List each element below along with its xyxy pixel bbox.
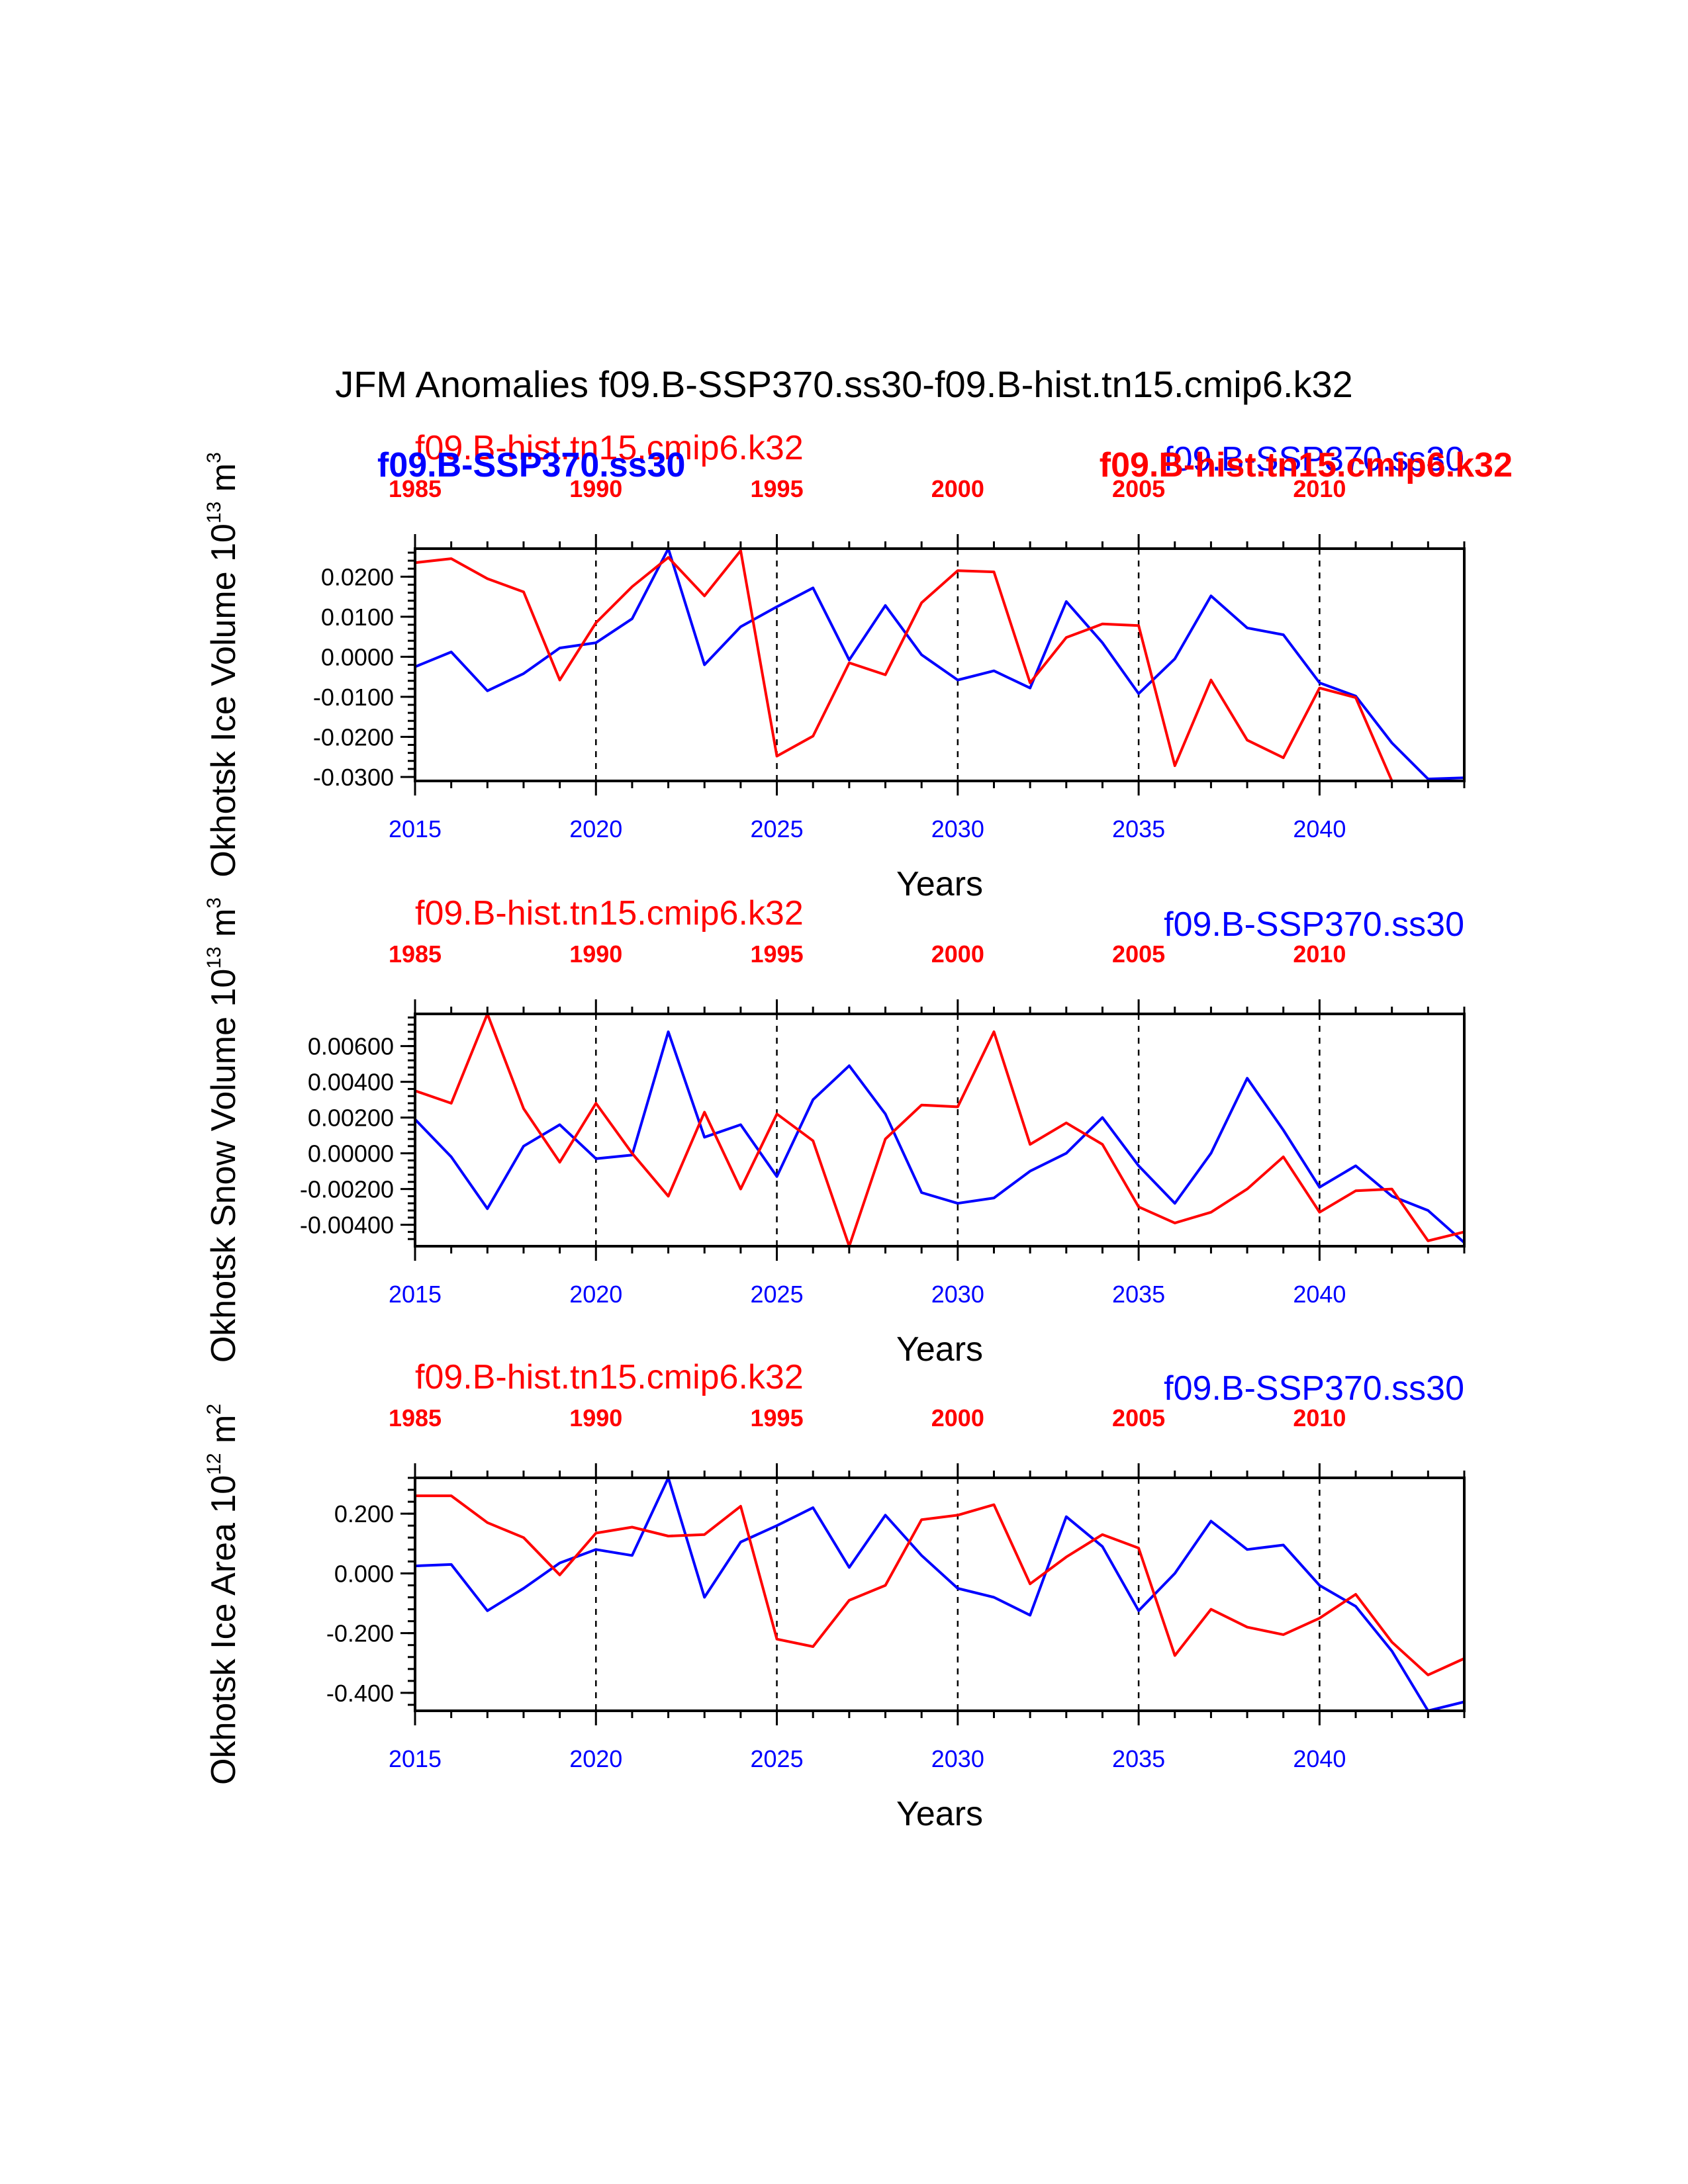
x-tick-label: 2015 — [389, 815, 442, 842]
plot-frame — [414, 1477, 1466, 1712]
y-tick-label: 0.00000 — [308, 1140, 394, 1167]
y-tick-label: 0.00600 — [308, 1033, 394, 1060]
legend-ssp-label-bold: f09.B-SSP370.ss30 — [377, 446, 685, 484]
y-tick-label: -0.200 — [326, 1620, 394, 1647]
y-tick-label: 0.000 — [334, 1560, 394, 1587]
x-top-tick-label: 2000 — [931, 1404, 984, 1432]
x-top-tick-label: 1995 — [751, 940, 804, 968]
y-tick-label: -0.0100 — [313, 684, 394, 711]
series-line — [414, 547, 1465, 780]
panel-3: 0.200 0.000 -0.200 -0.400 2015 2020 2025 2030 20… — [203, 1358, 1466, 1833]
x-tick-label: 2030 — [931, 815, 984, 842]
y-tick-label: 0.00400 — [308, 1069, 394, 1096]
x-tick-label: 2030 — [931, 1745, 984, 1772]
y-tick-label: -0.0200 — [313, 723, 394, 751]
x-tick-label: 2040 — [1293, 1281, 1346, 1308]
x-top-tick-label: 1990 — [569, 475, 622, 502]
y-axis-title: Okhotsk Snow Volume 1013 m3 — [203, 897, 243, 1363]
x-tick-label: 2020 — [569, 1745, 622, 1772]
legend-ssp-label: f09.B-SSP370.ss30 — [1164, 905, 1464, 944]
series-line — [414, 1477, 1465, 1712]
x-top-tick-label: 1995 — [751, 1404, 804, 1432]
x-top-tick-label: 2000 — [931, 475, 984, 502]
x-top-tick-label: 2000 — [931, 940, 984, 968]
y-tick-label: 0.0200 — [321, 563, 394, 590]
x-tick-label: 2025 — [751, 1745, 804, 1772]
x-top-tick-label: 2005 — [1112, 1404, 1165, 1432]
series-line — [414, 1030, 1466, 1244]
x-tick-label: 2020 — [569, 1281, 622, 1308]
legend-ssp-label: f09.B-SSP370.ss30 — [1164, 440, 1464, 478]
y-tick-label: -0.400 — [326, 1680, 394, 1707]
x-tick-label: 2040 — [1293, 1745, 1346, 1772]
y-tick-label: 0.200 — [334, 1500, 394, 1527]
legend-ssp-label: f09.B-SSP370.ss30 — [1164, 1369, 1464, 1408]
y-tick-label: 0.00200 — [308, 1105, 394, 1132]
x-tick-label: 2025 — [751, 1281, 804, 1308]
x-tick-label: 2015 — [389, 1745, 442, 1772]
legend-hist-label: f09.B-hist.tn15.cmip6.k32 — [415, 429, 804, 467]
legend-hist-label-bold: f09.B-hist.tn15.cmip6.k32 — [1100, 446, 1513, 484]
x-tick-label: 2035 — [1112, 815, 1165, 842]
series-line — [414, 549, 1464, 782]
x-top-tick-label: 1995 — [751, 475, 804, 502]
y-axis-title: Okhotsk Ice Area 1012 m2 — [203, 1404, 243, 1785]
x-tick-label: 2015 — [389, 1281, 442, 1308]
legend-hist-label: f09.B-hist.tn15.cmip6.k32 — [415, 1358, 804, 1396]
x-tick-label: 2020 — [569, 815, 622, 842]
plot-frame — [414, 1013, 1466, 1248]
legend-hist-label: f09.B-hist.tn15.cmip6.k32 — [415, 894, 804, 933]
panel-2: 0.00600 0.00400 0.00200 0.00000 -0.00200 -0.0… — [203, 894, 1466, 1369]
y-axis-title: Okhotsk Ice Volume 1013 m3 — [203, 452, 243, 878]
x-tick-label: 2030 — [931, 1281, 984, 1308]
x-axis-title: Years — [896, 1330, 983, 1369]
y-tick-label: 0.0000 — [321, 643, 394, 670]
y-tick-label: -0.00200 — [300, 1176, 394, 1203]
x-axis-title: Years — [896, 865, 983, 903]
x-top-tick-label: 1985 — [389, 1404, 442, 1432]
x-top-tick-label: 2010 — [1293, 475, 1346, 502]
series-line — [414, 1013, 1465, 1248]
x-tick-label: 2035 — [1112, 1281, 1165, 1308]
x-tick-label: 2040 — [1293, 815, 1346, 842]
x-top-tick-label: 2005 — [1112, 940, 1165, 968]
x-top-tick-label: 1990 — [569, 940, 622, 968]
x-top-tick-label: 2010 — [1293, 940, 1346, 968]
x-tick-label: 2025 — [751, 815, 804, 842]
x-top-tick-label: 2010 — [1293, 1404, 1346, 1432]
x-top-tick-label: 1990 — [569, 1404, 622, 1432]
x-axis-title: Years — [896, 1795, 983, 1833]
main-title: JFM Anomalies f09.B-SSP370.ss30-f09.B-hi… — [335, 363, 1353, 405]
y-tick-label: -0.0300 — [313, 764, 394, 791]
x-top-tick-label: 1985 — [389, 475, 442, 502]
x-top-tick-label: 2005 — [1112, 475, 1165, 502]
x-tick-label: 2035 — [1112, 1745, 1165, 1772]
x-top-tick-label: 1985 — [389, 940, 442, 968]
y-tick-label: -0.00400 — [300, 1212, 394, 1239]
panel-1: 0.0200 0.0100 0.0000 -0.0100 -0.0200 -0.0300 2… — [203, 429, 1513, 903]
series-line — [415, 1494, 1465, 1676]
y-tick-label: 0.0100 — [321, 604, 394, 631]
